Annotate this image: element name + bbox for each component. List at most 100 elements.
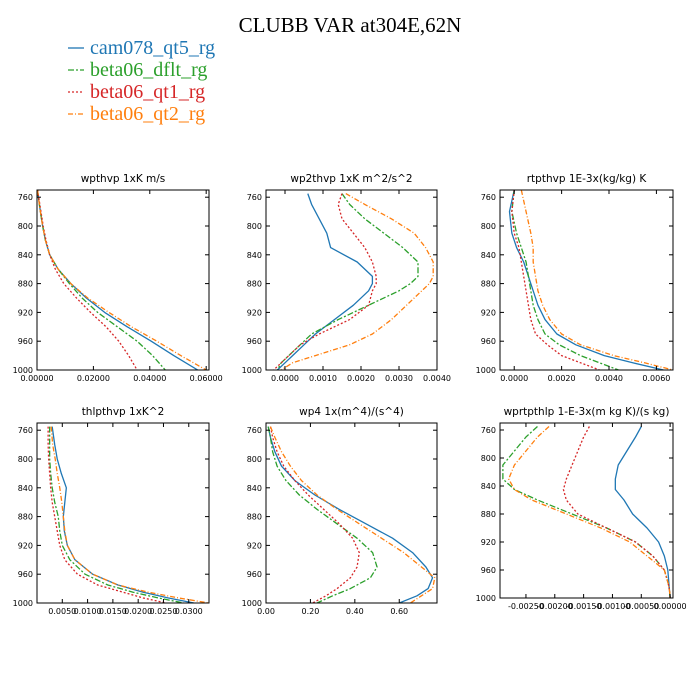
series-line-beta06_dflt_rg <box>49 426 184 603</box>
series-line-beta06_qt1_rg <box>273 193 377 370</box>
y-tick-label: 840 <box>18 251 33 260</box>
y-tick-label: 960 <box>481 566 496 575</box>
y-tick-label: 800 <box>481 454 496 463</box>
panel-title: wpthvp 1xK m/s <box>81 173 166 185</box>
x-tick-label: 0.02000 <box>77 374 110 383</box>
y-tick-label: 760 <box>481 193 496 202</box>
y-tick-label: 920 <box>247 541 262 550</box>
y-tick-label: 920 <box>18 541 33 550</box>
series-group <box>267 426 436 603</box>
y-tick-label: 1000 <box>242 599 262 608</box>
x-tick-label: 0.0150 <box>99 607 127 616</box>
y-tick-label: 760 <box>247 426 262 435</box>
x-tick-label: 0.0100 <box>74 607 102 616</box>
y-tick-label: 800 <box>247 455 262 464</box>
y-tick-label: 880 <box>481 510 496 519</box>
series-line-beta06_qt2_rg <box>37 190 207 370</box>
legend: cam078_qt5_rgbeta06_dflt_rgbeta06_qt1_rg… <box>68 37 215 125</box>
legend-label: beta06_qt1_rg <box>90 81 205 103</box>
x-tick-label: 0.60 <box>390 607 408 616</box>
series-line-cam078_qt5_rg <box>51 426 194 603</box>
legend-item: beta06_qt1_rg <box>68 81 205 103</box>
legend-label: beta06_dflt_rg <box>90 59 207 81</box>
panel-4: thlpthvp 1xK^2 760 800 840 880 920 960 1000 0.00… <box>13 406 210 616</box>
legend-item: cam078_qt5_rg <box>68 37 215 59</box>
x-tick-label: 0.20 <box>302 607 320 616</box>
y-tick-label: 880 <box>247 280 262 289</box>
series-line-beta06_dflt_rg <box>511 190 619 370</box>
plot-frame <box>36 189 210 371</box>
plot-frame <box>265 422 438 604</box>
series-line-cam078_qt5_rg <box>614 426 671 598</box>
y-tick-label: 800 <box>18 222 33 231</box>
y-tick-label: 1000 <box>13 366 33 375</box>
plot-frame <box>499 189 674 371</box>
panels: wpthvp 1xK m/s76080084088092096010000.00… <box>13 173 687 616</box>
series-line-cam078_qt5_rg <box>267 426 434 603</box>
legend-item: beta06_dflt_rg <box>68 59 207 81</box>
legend-label: beta06_qt2_rg <box>90 103 205 125</box>
y-tick-label: 960 <box>247 337 262 346</box>
series-line-beta06_dflt_rg <box>502 426 671 598</box>
x-tick-label: -0.00100 <box>594 602 630 611</box>
x-tick-label: 0.06000 <box>190 374 223 383</box>
panel-title: wp4 1x(m^4)/(s^4) <box>299 406 404 418</box>
y-tick-label: 1000 <box>13 599 33 608</box>
y-tick-label: 1000 <box>476 366 496 375</box>
x-tick-label: 0.0030 <box>385 374 413 383</box>
series-line-cam078_qt5_rg <box>508 190 664 370</box>
legend-item: beta06_qt2_rg <box>68 103 205 125</box>
series-group <box>37 190 207 370</box>
x-tick-label: 0.0040 <box>423 374 451 383</box>
x-tick-label: 0.0250 <box>149 607 177 616</box>
y-tick-label: 960 <box>18 570 33 579</box>
panel-1: wpthvp 1xK m/s 760 800 840 880 920 960 10000.00… <box>13 173 223 383</box>
y-tick-label: 880 <box>481 280 496 289</box>
x-tick-label: 0.0050 <box>48 607 76 616</box>
plot-frame <box>499 422 674 599</box>
y-tick-label: 960 <box>481 337 496 346</box>
x-tick-label: 0.04000 <box>133 374 166 383</box>
y-tick-label: 920 <box>18 308 33 317</box>
panel-5: wp4 1x(m^4)/(s^4)76080084088092096010000… <box>242 406 438 616</box>
plot-frame <box>265 189 438 371</box>
figure-title: CLUBB VAR at304E,62N <box>239 13 462 37</box>
panel-2: wp2thvp 1xK m^2/s^2 760 800 840 880 920 960 100… <box>242 173 451 383</box>
series-line-beta06_dflt_rg <box>267 426 378 603</box>
x-tick-label: 0.0000 <box>271 374 299 383</box>
y-tick-label: 760 <box>247 193 262 202</box>
series-line-beta06_qt2_rg <box>520 190 673 370</box>
series-group <box>508 190 673 370</box>
series-line-beta06_dflt_rg <box>37 190 166 370</box>
y-tick-label: 920 <box>247 308 262 317</box>
y-tick-label: 920 <box>481 538 496 547</box>
series-line-beta06_qt1_rg <box>562 426 671 598</box>
y-tick-label: 800 <box>247 222 262 231</box>
series-line-beta06_dflt_rg <box>276 193 419 370</box>
y-tick-label: 760 <box>18 426 33 435</box>
x-tick-label: 0.0010 <box>309 374 337 383</box>
series-line-cam078_qt5_rg <box>276 193 374 370</box>
y-tick-label: 840 <box>247 251 262 260</box>
y-tick-label: 880 <box>18 280 33 289</box>
series-line-beta06_qt2_rg <box>50 426 209 603</box>
y-tick-label: 840 <box>481 251 496 260</box>
panel-title: wprtpthlp 1-E-3x(m kg K)/(s kg) <box>504 406 670 418</box>
x-tick-label: -0.00250 <box>508 602 544 611</box>
plot-frame <box>36 422 210 604</box>
series-group <box>47 426 209 603</box>
y-tick-label: 800 <box>18 455 33 464</box>
x-tick-label: -0.00150 <box>566 602 602 611</box>
y-tick-label: 920 <box>481 308 496 317</box>
series-line-beta06_qt1_rg <box>37 190 138 370</box>
x-tick-label: 0.00000 <box>20 374 53 383</box>
y-tick-label: 760 <box>481 426 496 435</box>
series-line-beta06_qt2_rg <box>280 193 434 370</box>
series-line-beta06_qt2_rg <box>507 426 671 598</box>
series-group <box>502 426 671 598</box>
panel-6: wprtpthlp 1-E-3x(m kg K)/(s kg) 760 800 840… <box>476 406 687 611</box>
panel-title: wp2thvp 1xK m^2/s^2 <box>290 173 412 185</box>
panel-3: rtpthvp 1E-3x(kg/kg) K 760 800 840 880 920 960… <box>476 173 674 383</box>
y-tick-label: 960 <box>18 337 33 346</box>
series-line-beta06_qt1_rg <box>511 190 600 370</box>
